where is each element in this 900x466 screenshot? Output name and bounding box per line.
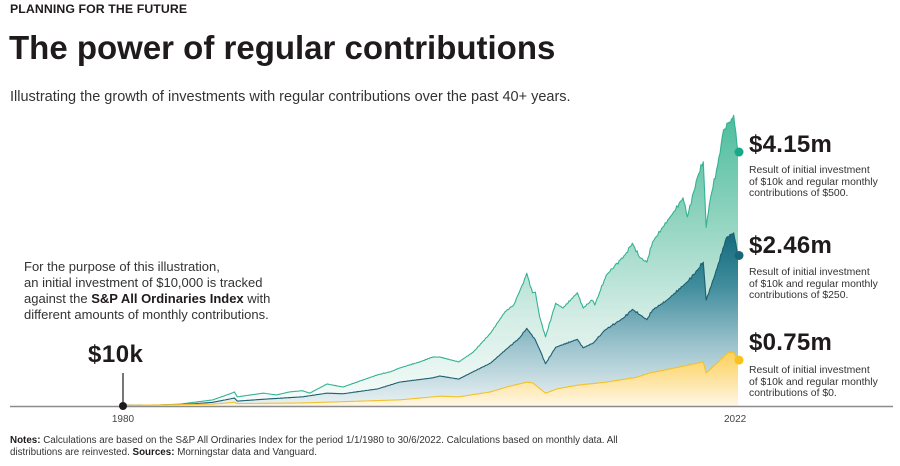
intro-note-line: an initial investment of $10,000 is trac…	[24, 275, 263, 290]
result-description-line: of $10k and regular monthly	[749, 376, 878, 388]
intro-note-text: with	[243, 291, 271, 306]
start-value-label: $10k	[88, 341, 144, 368]
footnote: Notes: Calculations are based on the S&P…	[10, 435, 618, 459]
series-end-dot-500	[734, 147, 744, 157]
index-name: S&P All Ordinaries Index	[91, 291, 244, 306]
intro-note-line: For the purpose of this illustration,	[24, 259, 220, 274]
page-title: The power of regular contributions	[9, 29, 556, 66]
x-tick-label: 1980	[111, 414, 135, 425]
intro-note-text: against the	[24, 291, 92, 306]
result-value-500: $4.15m	[749, 131, 833, 158]
series-layer	[122, 114, 739, 407]
series-line-0	[122, 351, 739, 406]
series-line-250	[122, 232, 739, 406]
x-tick-label: 2022	[723, 414, 747, 425]
end-dot-layer	[734, 147, 744, 365]
result-description-line: contributions of $0.	[749, 388, 837, 399]
footnote-line: Notes: Calculations are based on the S&P…	[10, 435, 618, 447]
result-description-line: contributions of $500.	[749, 188, 849, 199]
series-end-dot-250	[734, 250, 744, 260]
result-description-500: Result of initial investment of $10k and…	[749, 165, 878, 200]
series-end-dot-0	[734, 355, 744, 365]
intro-note: For the purpose of this illustration, an…	[24, 259, 270, 323]
notes-text: distributions are reinvested.	[10, 447, 133, 458]
result-description-line: Result of initial investment	[749, 267, 870, 278]
intro-note-line: different amounts of monthly contributio…	[24, 307, 269, 322]
series-area-0	[123, 352, 738, 406]
notes-text: Calculations are based on the S&P All Or…	[40, 435, 618, 446]
result-description-line: of $10k and regular monthly	[749, 278, 878, 290]
intro-note-line: against the S&P All Ordinaries Index wit…	[24, 291, 270, 307]
series-line-500	[123, 114, 739, 406]
page-subtitle: Illustrating the growth of investments w…	[10, 89, 571, 105]
result-description-line: contributions of $250.	[749, 290, 849, 301]
series-area-500	[123, 115, 738, 407]
result-description-line: Result of initial investment	[749, 365, 870, 376]
sources-label: Sources:	[132, 447, 175, 458]
series-area-250	[123, 232, 738, 406]
notes-label: Notes:	[10, 435, 41, 446]
result-description-line: Result of initial investment	[749, 165, 870, 176]
result-value-250: $2.46m	[749, 232, 833, 259]
eyebrow-label: PLANNING FOR THE FUTURE	[10, 2, 188, 16]
result-value-0: $0.75m	[749, 329, 833, 356]
result-description-250: Result of initial investment of $10k and…	[749, 267, 878, 302]
result-description-line: of $10k and regular monthly	[749, 176, 878, 188]
sources-text: Morningstar data and Vanguard.	[174, 447, 317, 458]
result-description-0: Result of initial investment of $10k and…	[749, 365, 878, 400]
footnote-line: distributions are reinvested. Sources: M…	[10, 447, 618, 459]
start-marker-dot	[119, 402, 127, 410]
